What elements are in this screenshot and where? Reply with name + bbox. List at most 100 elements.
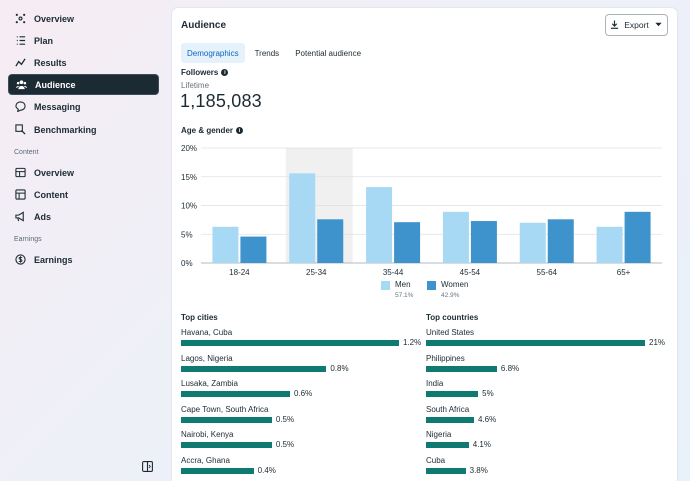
list-item-value: 21% [649,338,666,347]
legend-name-men: Men [395,280,411,289]
info-icon[interactable]: i [221,69,229,76]
x-tick-label: 25-34 [306,268,327,277]
section-label-earnings: Earnings [14,236,42,243]
y-tick-label: 10% [181,202,197,211]
followers-heading-text: Followers [181,68,219,77]
x-tick-label: 35-44 [383,268,404,277]
export-button[interactable]: Export [605,14,668,36]
sidebar-item-earnings[interactable]: Earnings [8,249,159,270]
ads-icon [14,211,26,223]
list-item-bar [426,340,645,346]
list-item-label: Nigeria [426,430,452,439]
info-icon[interactable]: i [236,127,244,134]
list-item-label: Cape Town, South Africa [181,404,269,414]
bar-women-35-44 [394,222,421,263]
sidebar-item-content-overview[interactable]: Overview [8,162,159,183]
sidebar-item-label: Overview [34,13,75,24]
collapse-sidebar-icon[interactable] [142,461,153,472]
list-item-bar [426,365,497,372]
bar-women-45-54 [470,221,497,263]
sidebar-item-overview[interactable]: Overview [8,8,159,29]
sidebar-item-benchmarking[interactable]: Benchmarking [8,119,159,140]
bar-men-45-54 [442,211,469,263]
list-item-label: India [426,379,444,388]
sidebar-item-messaging[interactable]: Messaging [8,96,159,117]
download-icon [610,19,619,31]
y-tick-label: 15% [181,173,197,182]
x-tick-label: 45-54 [460,268,481,277]
list-item-label: South Africa [426,404,470,414]
list-item-label: Nairobi, Kenya [181,430,234,439]
sidebar-item-label: Content [34,189,68,200]
plan-icon [14,35,26,47]
sidebar-item-label: Earnings [34,254,73,265]
sidebar-item-label: Benchmarking [34,124,97,135]
sidebar-item-label: Ads [34,211,52,222]
sidebar-item-label: Results [34,57,67,68]
list-item-bar [181,442,272,448]
legend-share-men: 57.1% [395,292,414,299]
followers-heading: Followers i [181,68,229,77]
x-tick-label: 18-24 [229,268,250,277]
bar-women-18-24 [240,236,267,263]
list-item-label: Cuba [426,455,446,465]
y-tick-label: 20% [181,144,197,153]
list-item-bar [181,467,254,474]
list-item-bar [426,416,474,423]
list-item-bar [181,391,290,397]
overview-icon [14,13,26,25]
list-item-label: Accra, Ghana [181,455,230,465]
list-item-label: Lagos, Nigeria [181,353,233,363]
bar-men-35-44 [366,187,393,263]
sidebar-item-content[interactable]: Content [8,184,159,205]
benchmarking-icon [14,124,26,136]
sidebar-item-audience[interactable]: Audience [8,74,159,95]
sidebar-item-label: Audience [35,79,76,90]
tab-potential-audience[interactable]: Potential audience [295,48,362,58]
list-item-bar [426,442,469,448]
list-item-label: Lusaka, Zambia [181,379,238,388]
list-item-bar [181,340,399,346]
list-item-value: 0.6% [294,389,313,398]
list-item-value: 0.8% [330,363,349,373]
audience-icon [15,79,27,91]
list-item-value: 0.5% [275,440,295,449]
sidebar-item-results[interactable]: Results [8,52,159,73]
list-item-label: United States [426,328,475,337]
tab-trends[interactable]: Trends [254,48,280,58]
list-item-bar [181,365,327,372]
content-icon [14,189,26,201]
bar-women-25-34 [317,219,344,263]
messaging-icon [14,101,26,113]
sidebar-item-ads[interactable]: Ads [8,206,159,227]
age-gender-chart: 0% 5% 10% 15% 20% 18-24 25-34 35-44 45-54 55-64 65… [181,144,662,277]
legend-swatch-men [381,281,390,290]
y-tick-label: 0% [181,259,193,268]
tab-demographics[interactable]: Demographics [181,43,245,63]
sidebar-item-label: Overview [34,167,75,178]
x-tick-label: 65+ [617,268,631,277]
audience-card: Audience Export Demographics Trends Pote… [172,8,677,481]
bar-men-55-64 [519,222,546,263]
export-label: Export [624,20,649,30]
sidebar-item-plan[interactable]: Plan [8,30,159,51]
legend-men: Men 57.1% [381,280,413,299]
bar-men-18-24 [212,226,239,263]
bar-women-65+ [624,211,651,263]
list-item-bar [426,467,466,474]
list-item-bar [181,416,272,423]
bar-men-65+ [596,226,623,263]
page-title: Audience [181,20,227,31]
list-item-value: 6.8% [500,363,520,373]
caret-down-icon [654,20,663,31]
list-item-bar [426,391,479,397]
top-cities-heading: Top cities [181,313,218,322]
list-item-value: 4.1% [472,440,491,449]
age-gender-heading: Age & gender i [181,126,244,135]
age-gender-heading-text: Age & gender [181,126,234,135]
sidebar: Overview Plan Results Audience Messaging… [0,0,166,481]
section-label-content: Content [14,149,39,156]
sidebar-item-label: Plan [34,35,54,46]
legend-name-women: Women [441,280,469,289]
dollar-icon [14,254,26,266]
